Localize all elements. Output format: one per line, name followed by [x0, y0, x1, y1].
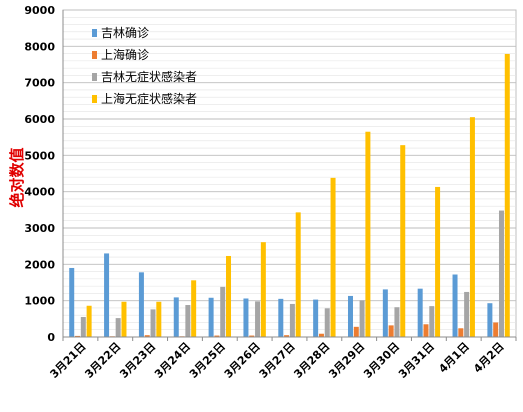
bar-2-1: [115, 318, 121, 337]
bar-0-6: [278, 298, 284, 337]
bar-3-9: [400, 145, 406, 337]
x-tick-label: 3月31日: [396, 340, 437, 381]
x-tick-label: 3月28日: [291, 340, 332, 381]
bar-3-7: [330, 177, 336, 337]
bar-0-7: [313, 299, 319, 337]
bar-2-11: [464, 291, 470, 337]
bar-0-0: [69, 267, 75, 337]
bar-1-10: [423, 324, 429, 337]
y-tick-label: 9000: [24, 4, 55, 17]
bar-0-2: [138, 272, 144, 337]
x-tick-label: 3月30日: [361, 340, 402, 381]
legend-label-0: 吉林确诊: [101, 26, 149, 40]
bar-0-4: [208, 297, 214, 337]
bar-3-5: [260, 242, 266, 337]
plot-area: [62, 9, 517, 338]
bar-2-7: [324, 308, 330, 337]
x-tick-label: 3月26日: [222, 340, 263, 381]
bar-3-8: [365, 131, 371, 337]
bar-2-9: [394, 307, 400, 337]
bar-0-3: [173, 297, 179, 337]
x-tick-label: 3月24日: [152, 340, 193, 381]
y-tick-label: 8000: [24, 40, 55, 53]
x-tick-label: 3月21日: [48, 340, 89, 381]
bar-3-12: [504, 53, 510, 338]
bar-0-11: [452, 274, 458, 337]
bar-3-3: [191, 280, 197, 337]
y-tick-label: 3000: [24, 222, 55, 235]
bar-2-0: [80, 317, 86, 337]
y-tick-label: 0: [47, 331, 55, 344]
legend-label-1: 上海确诊: [101, 47, 149, 62]
bar-2-3: [185, 305, 191, 337]
y-tick-label: 5000: [24, 149, 55, 162]
y-tick-label: 4000: [24, 186, 55, 199]
bar-1-11: [458, 328, 464, 337]
y-tick-label: 1000: [24, 295, 55, 308]
bar-3-6: [295, 212, 301, 337]
bar-1-12: [493, 322, 499, 337]
bar-2-10: [429, 306, 435, 337]
bar-1-7: [318, 333, 324, 337]
x-tick-label: 4月1日: [436, 340, 472, 376]
x-tick-label: 3月25日: [187, 340, 228, 381]
legend-swatch-3: [92, 95, 97, 103]
bar-1-2: [144, 335, 150, 337]
bar-2-2: [150, 309, 156, 337]
bar-2-12: [498, 210, 504, 337]
bar-3-2: [156, 301, 162, 337]
y-tick-label: 6000: [24, 113, 55, 126]
bar-0-10: [417, 288, 423, 337]
bar-3-0: [86, 305, 92, 337]
bar-3-10: [435, 186, 441, 337]
x-tick-label: 3月27日: [257, 340, 298, 381]
bar-0-9: [382, 289, 388, 337]
bars-layer: [69, 53, 510, 338]
bar-3-1: [121, 301, 127, 337]
y-axis-label: 绝对数值: [8, 147, 26, 207]
x-tick-label: 3月23日: [117, 340, 158, 381]
bar-1-0: [75, 335, 81, 337]
bar-2-6: [289, 303, 295, 337]
y-tick-label: 2000: [24, 258, 55, 271]
legend-label-2: 吉林无症状感染者: [101, 69, 197, 84]
bar-0-8: [347, 295, 353, 337]
bar-0-1: [104, 253, 110, 337]
bar-1-9: [388, 325, 394, 337]
x-tick-label: 3月29日: [326, 340, 367, 381]
bar-3-11: [469, 117, 475, 338]
legend-swatch-0: [92, 29, 97, 37]
grid-layer: [62, 9, 517, 338]
legend-swatch-2: [92, 73, 97, 81]
bar-3-4: [226, 255, 232, 337]
bar-2-5: [255, 301, 261, 337]
bar-2-4: [220, 286, 226, 337]
bar-2-8: [359, 300, 365, 337]
legend-swatch-1: [92, 51, 97, 59]
bar-1-6: [284, 335, 290, 337]
legend-label-3: 上海无症状感染者: [101, 91, 197, 106]
bar-1-4: [214, 335, 220, 337]
bar-0-5: [243, 298, 249, 337]
bar-1-5: [249, 335, 255, 337]
bar-1-8: [353, 326, 359, 337]
x-tick-label: 3月22日: [82, 340, 123, 381]
y-tick-label: 7000: [24, 77, 55, 90]
bar-0-12: [487, 303, 493, 337]
x-tick-label: 4月2日: [471, 340, 507, 376]
